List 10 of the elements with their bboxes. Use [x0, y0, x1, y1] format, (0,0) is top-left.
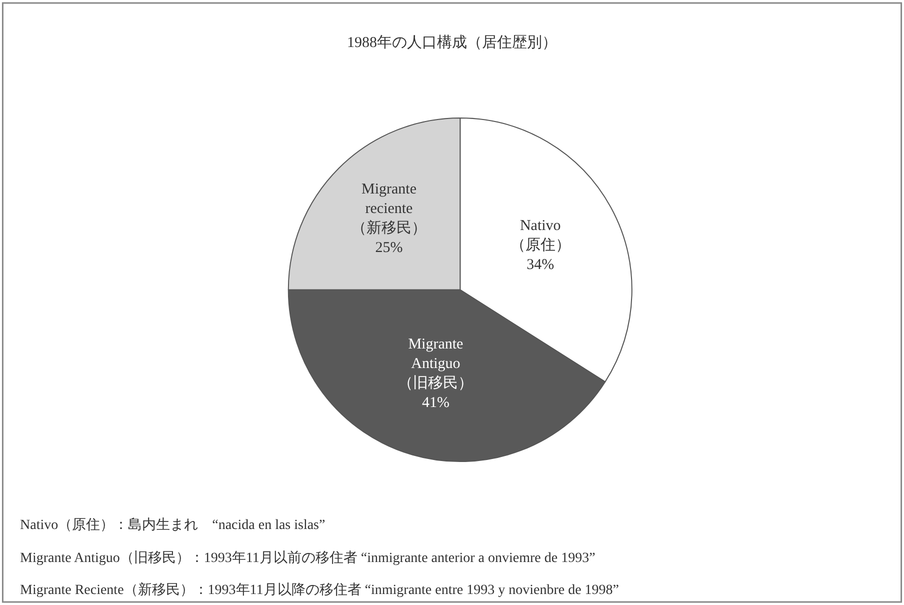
text: Migrante Antiguo（旧移民）：1993年11月以前の移住者 “inmigrante anterior a onviemre de 1993”	[20, 550, 596, 566]
data-label: 41%	[422, 395, 450, 412]
data-label: 25%	[375, 240, 403, 256]
slice-label: Migrante Antiguo （旧移民）	[398, 336, 474, 392]
slice-label: Nativo （原住）	[510, 218, 570, 254]
chart-title: 1988年の人口構成（居住歴別）	[347, 34, 557, 51]
slice-label: Migrante reciente （新移民）	[351, 181, 426, 236]
text: Nativo（原住）：島内生まれ “nacida en las islas”	[20, 517, 326, 533]
text: Migrante Reciente（新移民）：1993年11月以降の移住者 “inmigrante entre 1993 y novienbre de 1998”	[20, 582, 620, 598]
data-label: 34%	[526, 257, 554, 274]
